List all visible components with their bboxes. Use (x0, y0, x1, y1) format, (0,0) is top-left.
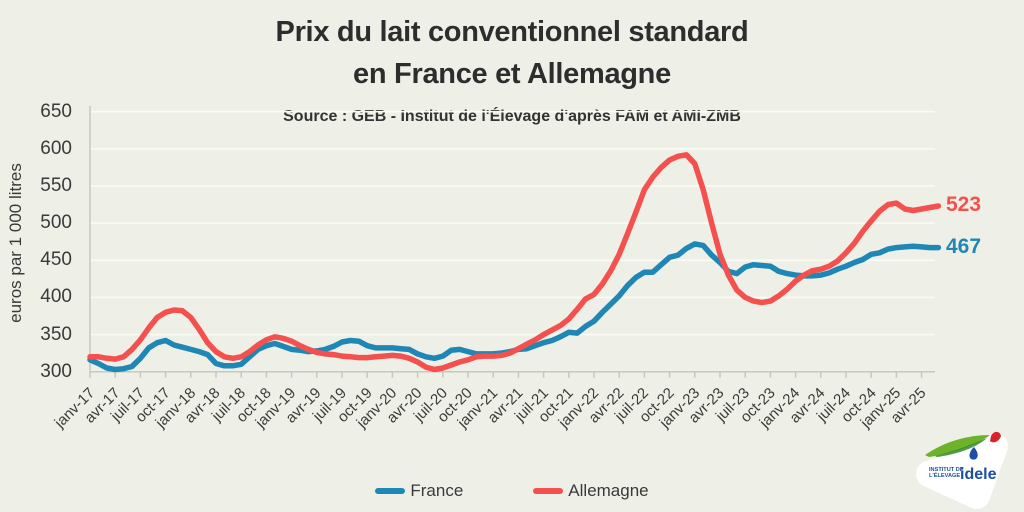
y-tick-label: 350 (40, 323, 72, 345)
france-line-swatch (375, 488, 406, 494)
legend-item-france: France (375, 481, 463, 501)
y-tick-label: 650 (40, 100, 72, 122)
y-tick-label: 500 (40, 212, 72, 234)
france-end-value: 467 (946, 234, 982, 258)
logo-background-shape (916, 433, 1008, 509)
logo-institut-text-2: L'ÉLEVAGE (929, 471, 960, 479)
allemagne-line-swatch (533, 488, 564, 494)
allemagne-legend-label: Allemagne (568, 481, 649, 500)
legend-item-allemagne: Allemagne (533, 481, 649, 501)
legend: France Allemagne (0, 481, 1024, 501)
y-tick-label: 600 (40, 137, 72, 159)
idele-logo: INSTITUT DE L'ÉLEVAGE idele (916, 431, 1008, 509)
logo-institut-text-1: INSTITUT DE (929, 467, 964, 473)
logo-green-swoosh (925, 435, 990, 457)
chart-title-line2: en France et Allemagne (353, 58, 671, 90)
y-tick-label: 300 (40, 360, 72, 382)
logo-blue-droplet (969, 447, 978, 460)
logo-red-accent (990, 431, 1001, 443)
france-legend-label: France (410, 481, 464, 500)
logo-dark-green-swoosh (935, 438, 987, 457)
y-tick-label: 450 (40, 249, 72, 271)
y-tick-label: 400 (40, 286, 72, 308)
allemagne-line (87, 152, 942, 373)
y-tick-label: 550 (40, 174, 72, 196)
allemagne-end-value: 523 (946, 193, 982, 217)
chart-title-line1: Prix du lait conventionnel standard (275, 16, 749, 48)
logo-idele-text: idele (960, 466, 997, 483)
